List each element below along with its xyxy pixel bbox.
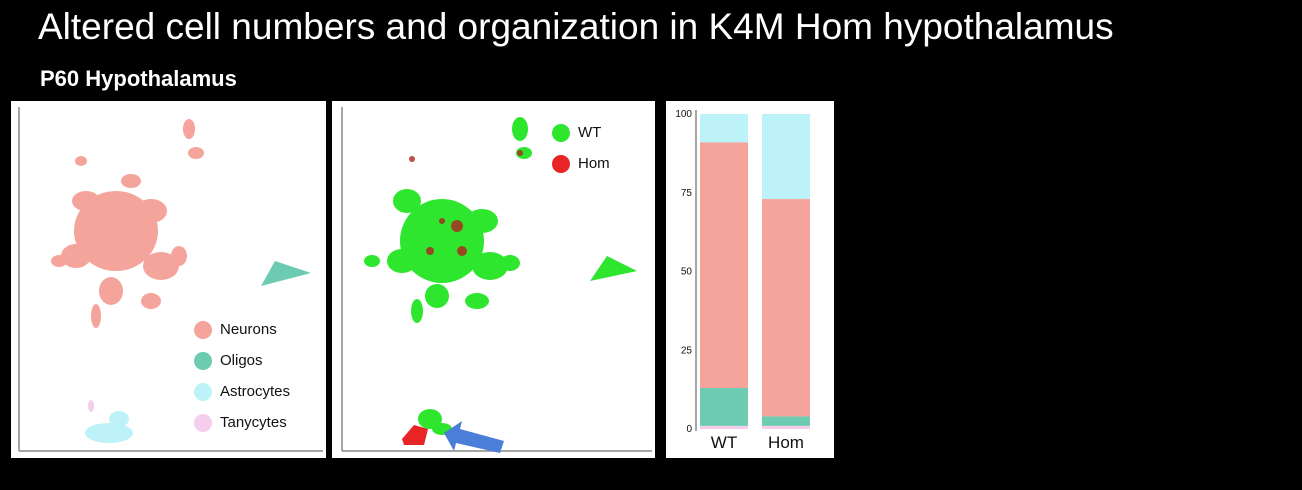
astrocyte-cluster [85, 411, 133, 443]
hom-swatch [552, 154, 570, 173]
stacked-bar-chart: 0 25 50 75 100 WT Hom [675, 109, 810, 452]
bar-segment-hom-1 [762, 416, 810, 426]
legend-label: Hom [578, 155, 610, 172]
bar-segment-wt-2 [700, 142, 748, 389]
legend-label: Neurons [220, 321, 277, 338]
bar-segment-hom-3 [762, 114, 810, 200]
tanycyte-cluster [88, 400, 94, 412]
y-tick-label: 100 [675, 109, 692, 120]
umap-celltype-panel: Neurons Oligos Astrocytes Tanycytes [11, 101, 326, 458]
neuron-cluster [51, 119, 204, 328]
bar-segment-hom-0 [762, 425, 810, 429]
x-tick-label: Hom [768, 433, 804, 452]
oligos-swatch [194, 351, 212, 370]
legend-item-oligos: Oligos [194, 345, 290, 376]
y-tick-label: 25 [681, 345, 693, 356]
neurons-swatch [194, 320, 212, 339]
bar-segment-wt-3 [700, 114, 748, 143]
legend-label: Tanycytes [220, 414, 287, 431]
wt-swatch [552, 123, 570, 142]
umap-genotype-panel: WT Hom [332, 101, 655, 458]
y-tick-label: 50 [681, 267, 693, 278]
celltype-legend: Neurons Oligos Astrocytes Tanycytes [194, 314, 290, 438]
x-tick-label: WT [711, 433, 737, 452]
legend-item-hom: Hom [552, 148, 610, 179]
slide-title: Altered cell numbers and organization in… [38, 6, 1114, 47]
oligo-cluster [261, 261, 311, 286]
y-tick-label: 0 [686, 424, 692, 435]
genotype-legend: WT Hom [552, 117, 610, 179]
y-tick-label: 75 [681, 188, 693, 199]
bar-segment-hom-2 [762, 199, 810, 417]
astrocytes-swatch [194, 382, 212, 401]
bar-segment-wt-1 [700, 388, 748, 426]
bar-segment-wt-0 [700, 425, 748, 429]
legend-label: Astrocytes [220, 383, 291, 400]
proportion-chart-panel: 0 25 50 75 100 WT Hom [666, 101, 834, 458]
umap-genotype-plot [341, 107, 652, 453]
legend-label: Oligos [220, 352, 263, 369]
arrow-icon [444, 421, 504, 453]
legend-label: WT [578, 124, 602, 141]
legend-item-astrocytes: Astrocytes [194, 376, 290, 407]
legend-item-tanycytes: Tanycytes [194, 407, 290, 438]
slide-subtitle: P60 Hypothalamus [40, 66, 237, 91]
legend-item-wt: WT [552, 117, 610, 148]
hom-cluster [402, 425, 428, 445]
tanycytes-swatch [194, 413, 212, 432]
hom-cells-overlay [409, 150, 523, 256]
umap-celltype-plot [18, 107, 323, 452]
wt-cells [364, 117, 637, 435]
legend-item-neurons: Neurons [194, 314, 290, 345]
